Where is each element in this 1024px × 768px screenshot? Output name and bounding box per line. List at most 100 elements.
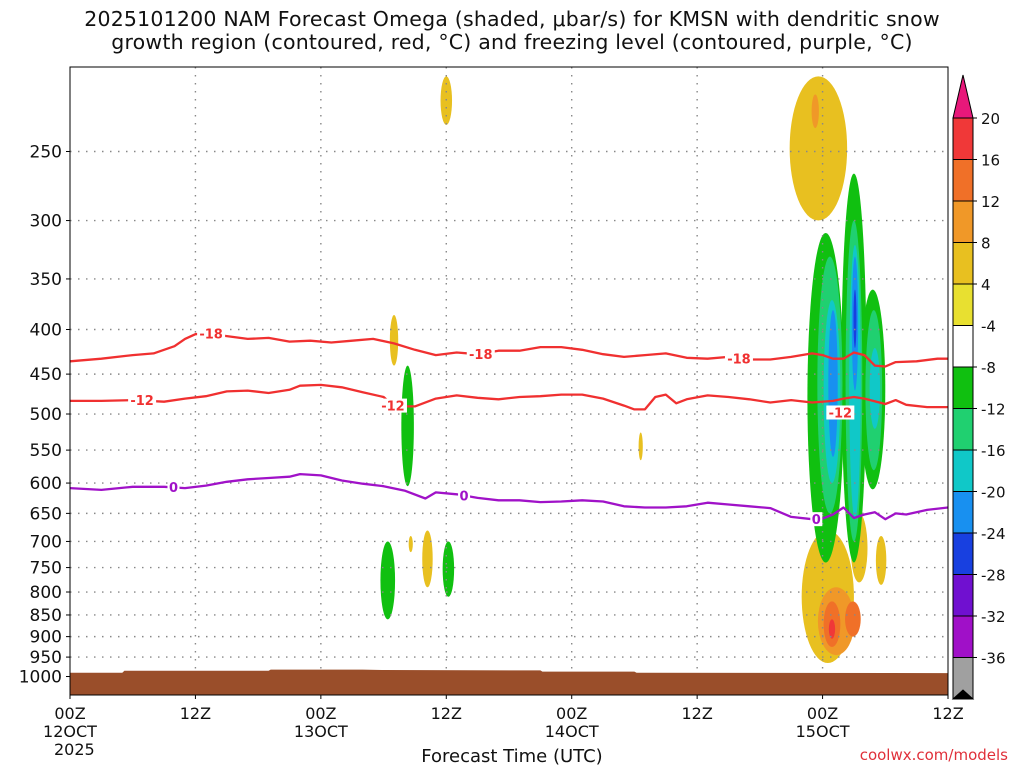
omega-cell-28: [853, 289, 857, 348]
chart-title-line-2: growth region (contoured, red, °C) and f…: [111, 30, 913, 54]
x-date-label: 15OCT: [796, 722, 850, 741]
colorbar-label: 20: [981, 110, 1000, 128]
contour-label-bg: [826, 405, 855, 420]
x-date-label: 12OCT: [43, 722, 97, 741]
omega-cell-8: [875, 535, 887, 585]
y-tick-label: 350: [30, 270, 62, 290]
y-tick-label: 450: [30, 365, 62, 385]
x-date-label: 13OCT: [294, 722, 348, 741]
y-tick-label: 650: [30, 504, 62, 524]
colorbar-label: 12: [981, 193, 1000, 211]
chart-title: 2025101200 NAM Forecast Omega (shaded, μ…: [0, 8, 1024, 54]
colorbar-label: -16: [981, 442, 1006, 460]
x-axis-title: Forecast Time (UTC): [421, 746, 603, 767]
contour-label-7: 0: [460, 489, 469, 504]
omega-cell-3: [422, 530, 433, 588]
omega-cell-15: [380, 541, 396, 620]
omega-cell-25: [869, 347, 881, 429]
pressure-axis: 2503003504004505005506006507007508008509…: [19, 143, 70, 688]
omega-cell-12: [845, 601, 861, 637]
chart-title-line-1: 2025101200 NAM Forecast Omega (shaded, μ…: [84, 7, 940, 31]
terrain-layer: [70, 669, 948, 695]
colorbar-label: -32: [981, 608, 1006, 626]
omega-cell-13: [828, 619, 836, 639]
colorbar-swatch-12: [952, 574, 974, 617]
contour-label-6: 0: [169, 481, 178, 496]
y-tick-label: 750: [30, 559, 62, 579]
colorbar-label: -8: [981, 359, 996, 377]
colorbar-swatch-6: [952, 325, 974, 368]
colorbar-label: -4: [981, 318, 996, 336]
colorbar-swatch-4: [952, 242, 974, 285]
y-tick-label: 600: [30, 474, 62, 494]
contour-label-4: -12: [381, 400, 405, 415]
x-tick-label: 12Z: [681, 704, 712, 723]
colorbar-swatch-9: [952, 449, 974, 492]
x-tick-label: 12Z: [180, 704, 211, 723]
contour-label-bg: [197, 326, 226, 341]
contour-label-1: -18: [469, 348, 493, 363]
omega-shading-layer: [380, 76, 887, 664]
colorbar-swatch-7: [952, 366, 974, 409]
contour-label-bg: [167, 479, 180, 494]
colorbar-swatch-10: [952, 491, 974, 534]
contour-label-bg: [724, 351, 753, 366]
contour-label-0: -18: [199, 327, 223, 342]
contour-line-1: [70, 383, 948, 411]
colorbar-label: -20: [981, 484, 1006, 502]
colorbar: 20 16 12 8 4 -4 -8 -12 -16 -20 -24 -28 -32 -36: [951, 74, 1006, 700]
colorbar-swatch-8: [952, 408, 974, 451]
omega-cell-2: [408, 535, 413, 553]
x-date-label: 14OCT: [545, 722, 599, 741]
contour-label-8: 0: [812, 513, 821, 528]
y-tick-label: 550: [30, 441, 62, 461]
contour-label-bg: [810, 512, 823, 527]
colorbar-label: 16: [981, 152, 1000, 170]
colorbar-label: 8: [981, 235, 991, 253]
contour-label-2: -18: [727, 353, 751, 368]
contour-label-3: -12: [130, 394, 154, 409]
y-tick-label: 400: [30, 321, 62, 341]
x-tick-label: 00Z: [556, 704, 587, 723]
contour-label-bg: [378, 398, 407, 413]
colorbar-label: 4: [981, 276, 991, 294]
x-year-label: 2025: [54, 740, 95, 759]
omega-cell-14: [401, 365, 414, 487]
contour-label-bg: [466, 347, 495, 362]
y-tick-label: 950: [30, 648, 62, 668]
y-tick-label: 300: [30, 212, 62, 232]
colorbar-bottom-triangle: [951, 689, 975, 700]
colorbar-label: -28: [981, 567, 1006, 585]
x-tick-label: 00Z: [54, 704, 85, 723]
contour-label-bg: [128, 393, 157, 408]
colorbar-swatch-11: [952, 532, 974, 575]
colorbar-swatch-2: [952, 159, 974, 202]
x-tick-label: 00Z: [305, 704, 336, 723]
grid-layer: [70, 67, 948, 695]
colorbar-label: -12: [981, 401, 1006, 419]
x-tick-label: 00Z: [807, 704, 838, 723]
colorbar-label: -36: [981, 650, 1006, 668]
contour-label-layer: -18 -18 -18 -12 -12 -12 0 0 0: [128, 326, 855, 528]
y-tick-label: 250: [30, 143, 62, 163]
x-tick-label: 12Z: [431, 704, 462, 723]
y-tick-label: 900: [30, 628, 62, 648]
y-tick-label: 1000: [19, 668, 62, 688]
colorbar-swatch-3: [952, 200, 974, 243]
plot-frame: [69, 66, 949, 696]
y-tick-label: 850: [30, 606, 62, 626]
colorbar-swatch-13: [952, 615, 974, 658]
contour-label-bg: [458, 488, 471, 503]
contour-label-5: -12: [829, 406, 853, 421]
y-tick-label: 800: [30, 583, 62, 603]
colorbar-top-triangle: [952, 74, 974, 119]
omega-cell-1: [389, 315, 399, 366]
omega-cell-16: [442, 541, 455, 597]
omega-cell-9: [811, 94, 819, 129]
colorbar-label: -24: [981, 525, 1006, 543]
contour-line-2: [70, 472, 948, 521]
site-credit[interactable]: coolwx.com/models: [859, 746, 1008, 764]
omega-cell-4: [638, 432, 643, 461]
